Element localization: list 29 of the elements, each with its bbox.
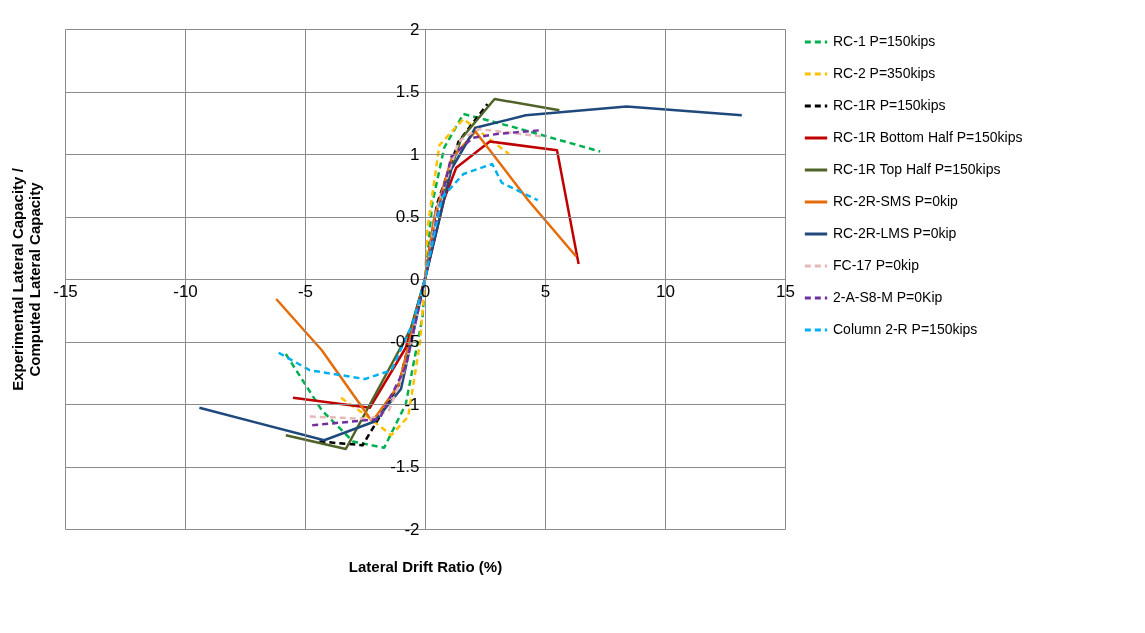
- legend-label: RC-2R-LMS P=0kip: [833, 225, 957, 241]
- x-tick-label: 5: [540, 281, 551, 301]
- line-series: [284, 112, 602, 449]
- x-tick-label: -10: [173, 281, 198, 301]
- y-axis-title: Experimental Lateral Capacity / Computed Lateral Capacity: [8, 167, 43, 391]
- x-tick-label: -15: [53, 281, 78, 301]
- legend-label: RC-1R P=150kips: [833, 97, 946, 113]
- y-tick-label: -0.5: [390, 332, 420, 351]
- legend-label: RC-1 P=150kips: [833, 33, 936, 49]
- x-tick-label: 10: [656, 281, 675, 301]
- y-tick-label: 1: [410, 144, 420, 164]
- x-tick-label: 15: [776, 281, 795, 301]
- y-tick-label: -2: [404, 519, 420, 539]
- legend-label: 2-A-S8-M P=0Kip: [833, 289, 943, 305]
- x-axis-title: Lateral Drift Ratio (%): [348, 557, 503, 575]
- y-tick-label: -1.5: [390, 457, 420, 476]
- legend-label: FC-17 P=0kip: [833, 257, 920, 273]
- y-tick-label: 1.5: [395, 82, 420, 101]
- y-tick-label: -1: [404, 394, 420, 414]
- x-tick-label: -5: [297, 281, 314, 301]
- legend-label: RC-1R Top Half P=150kips: [833, 161, 1001, 177]
- y-tick-label: 2: [410, 19, 420, 39]
- line-series: [277, 162, 540, 381]
- legend-label: RC-1R Bottom Half P=150kips: [833, 129, 1023, 145]
- legend-label: RC-2R-SMS P=0kip: [833, 193, 959, 209]
- legend-label: Column 2-R P=150kips: [833, 321, 978, 337]
- legend-label: RC-2 P=350kips: [833, 65, 936, 81]
- line-series: [339, 117, 511, 437]
- y-tick-label: 0.5: [395, 207, 420, 226]
